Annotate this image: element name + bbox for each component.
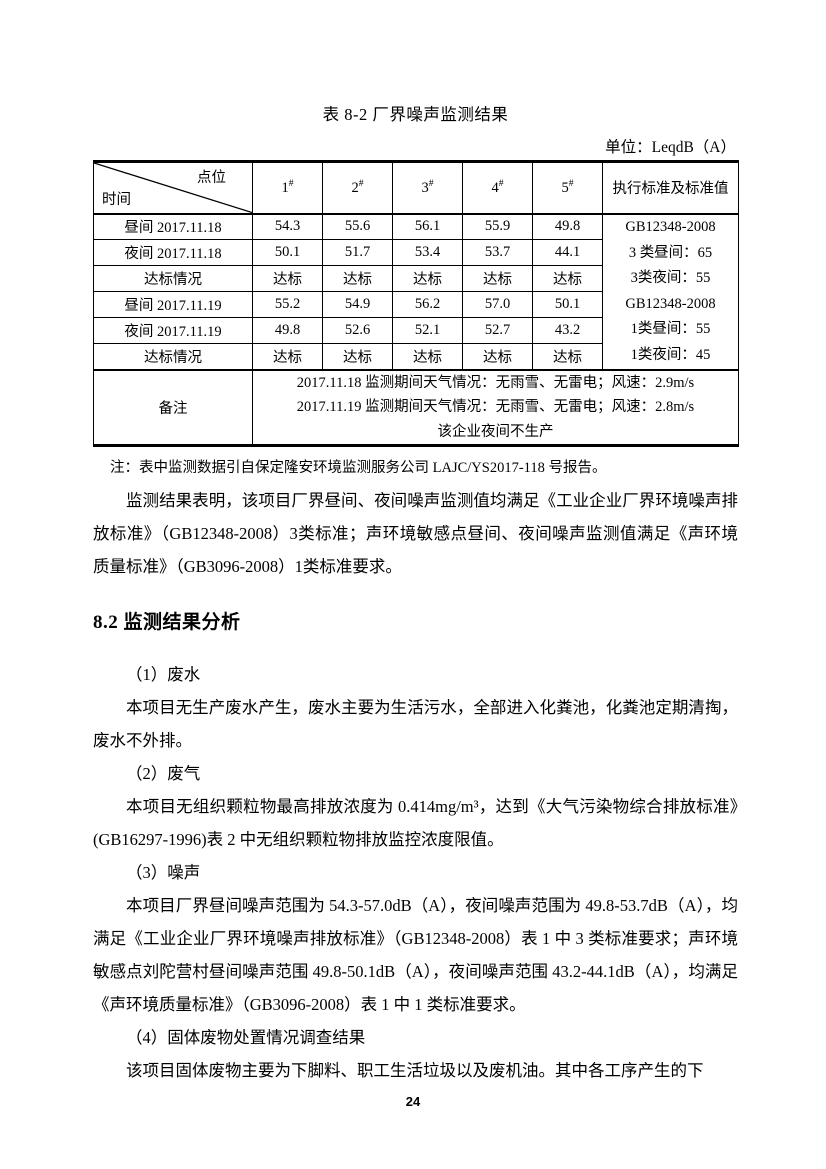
- page-number: 24: [405, 1094, 421, 1109]
- col-header-standard: 执行标准及标准值: [602, 161, 739, 215]
- remark-content-cell: 2017.11.18 监测期间天气情况：无雨雪、无雷电；风速：2.9m/s 20…: [252, 368, 739, 446]
- value-cell: 达标: [322, 265, 393, 292]
- value-cell: 43.2: [532, 317, 603, 344]
- paragraph-item-1: （1）废水: [126, 665, 201, 684]
- standards-cell: GB12348-2008 3 类昼间：65 3类夜间：55 GB12348-20…: [602, 213, 739, 370]
- col-header-3: 3#: [392, 161, 463, 215]
- col-header-5: 5#: [532, 161, 603, 215]
- standard-line: 1类昼间：55: [630, 321, 711, 337]
- page-content: 表 8-2 厂界噪声监测结果 单位：LeqdB（A） 点位 时间 1#: [93, 0, 739, 1087]
- row-label: 夜间 2017.11.18: [93, 239, 253, 266]
- value-cell: 57.0: [462, 291, 533, 318]
- remark-label: 备注: [93, 368, 253, 446]
- value-cell: 55.6: [322, 213, 393, 240]
- remark-line: 2017.11.18 监测期间天气情况：无雨雪、无雷电；风速：2.9m/s: [296, 374, 695, 391]
- value-cell: 达标: [252, 343, 323, 370]
- paragraph-waste-gas: 本项目无组织颗粒物最高排放浓度为 0.414mg/m³，达到《大气污染物综合排放…: [93, 797, 738, 849]
- noise-monitoring-table: 点位 时间 1# 2# 3# 4# 5# 执行标准及标准值 昼间 2017.11…: [93, 160, 739, 447]
- standard-line: GB12348-2008: [625, 219, 716, 235]
- value-cell: 44.1: [532, 239, 603, 266]
- standard-line: 1类夜间：45: [630, 346, 711, 363]
- value-cell: 达标: [322, 343, 393, 370]
- value-cell: 达标: [462, 343, 533, 370]
- table-row: 达标情况 达标 达标 达标 达标 达标: [93, 343, 739, 370]
- value-cell: 52.1: [392, 317, 463, 344]
- value-cell: 56.1: [392, 213, 463, 240]
- value-cell: 达标: [252, 265, 323, 292]
- diagonal-header-cell: 点位 时间: [93, 161, 253, 215]
- paragraph-item-2: （2）废气: [126, 764, 201, 783]
- row-label: 昼间 2017.11.18: [93, 213, 253, 240]
- paragraph-wastewater: 本项目无生产废水产生，废水主要为生活污水，全部进入化粪池，化粪池定期清掏，废水不…: [93, 698, 738, 750]
- standard-line: 3类夜间：55: [630, 270, 711, 286]
- remark-line: 2017.11.19 监测期间天气情况：无雨雪、无雷电；风速：2.8m/s: [296, 399, 695, 415]
- value-cell: 50.1: [252, 239, 323, 266]
- section-body: （1）废水 本项目无生产废水产生，废水主要为生活污水，全部进入化粪池，化粪池定期…: [93, 658, 738, 1087]
- value-cell: 52.6: [322, 317, 393, 344]
- row-label: 夜间 2017.11.19: [93, 317, 253, 344]
- table-row: 昼间 2017.11.19 55.2 54.9 56.2 57.0 50.1: [93, 291, 739, 318]
- table-footnote: 注：表中监测数据引自保定隆安环境监测服务公司 LAJC/YS2017-118 号…: [110, 460, 607, 476]
- value-cell: 达标: [532, 343, 603, 370]
- unit-label: 单位：LeqdB（A）: [605, 139, 736, 156]
- value-cell: 50.1: [532, 291, 603, 318]
- table-title: 表 8-2 厂界噪声监测结果: [322, 105, 509, 124]
- corner-label-site: 点位: [197, 170, 226, 186]
- value-cell: 达标: [532, 265, 603, 292]
- section-heading: 8.2 监测结果分析: [93, 607, 738, 634]
- summary-paragraph: 监测结果表明，该项目厂界昼间、夜间噪声监测值均满足《工业企业厂界环境噪声排放标准…: [93, 491, 738, 576]
- col-header-2: 2#: [322, 161, 393, 215]
- value-cell: 55.9: [462, 213, 533, 240]
- col-header-4: 4#: [462, 161, 533, 215]
- table-row: 夜间 2017.11.19 49.8 52.6 52.1 52.7 43.2: [93, 317, 739, 344]
- paragraph-noise: 本项目厂界昼间噪声范围为 54.3-57.0dB（A），夜间噪声范围为 49.8…: [93, 896, 738, 1014]
- value-cell: 49.8: [532, 213, 603, 240]
- value-cell: 达标: [392, 343, 463, 370]
- col-header-1: 1#: [252, 161, 323, 215]
- remark-line: 该企业夜间不生产: [437, 423, 554, 440]
- section-heading-number: 8.2: [93, 612, 119, 633]
- standard-line: GB12348-2008: [625, 295, 716, 312]
- value-cell: 54.9: [322, 291, 393, 318]
- table-row: 昼间 2017.11.18 54.3 55.6 56.1 55.9 49.8 G…: [93, 213, 739, 370]
- value-cell: 51.7: [322, 239, 393, 266]
- diagonal-line: [94, 163, 252, 213]
- value-cell: 55.2: [252, 291, 323, 318]
- row-label: 达标情况: [93, 265, 253, 292]
- value-cell: 53.4: [392, 239, 463, 266]
- value-cell: 56.2: [392, 291, 463, 318]
- section-heading-text: 监测结果分析: [123, 612, 241, 633]
- value-cell: 54.3: [252, 213, 323, 240]
- value-cell: 达标: [392, 265, 463, 292]
- paragraph-solid-waste: 该项目固体废物主要为下脚料、职工生活垃圾以及废机油。其中各工序产生的下: [126, 1061, 704, 1080]
- value-cell: 达标: [462, 265, 533, 292]
- row-label: 达标情况: [93, 343, 253, 370]
- paragraph-item-4: （4）固体废物处置情况调查结果: [126, 1028, 366, 1047]
- table-header-row: 点位 时间 1# 2# 3# 4# 5# 执行标准及标准值: [93, 161, 739, 215]
- value-cell: 53.7: [462, 239, 533, 266]
- corner-label-time: 时间: [102, 191, 131, 208]
- value-cell: 49.8: [252, 317, 323, 344]
- standard-line: 3 类昼间：65: [628, 244, 713, 261]
- paragraph-item-3: （3）噪声: [126, 863, 201, 882]
- row-label: 昼间 2017.11.19: [93, 291, 253, 318]
- remark-row: 备注 2017.11.18 监测期间天气情况：无雨雪、无雷电；风速：2.9m/s…: [93, 368, 739, 446]
- value-cell: 52.7: [462, 317, 533, 344]
